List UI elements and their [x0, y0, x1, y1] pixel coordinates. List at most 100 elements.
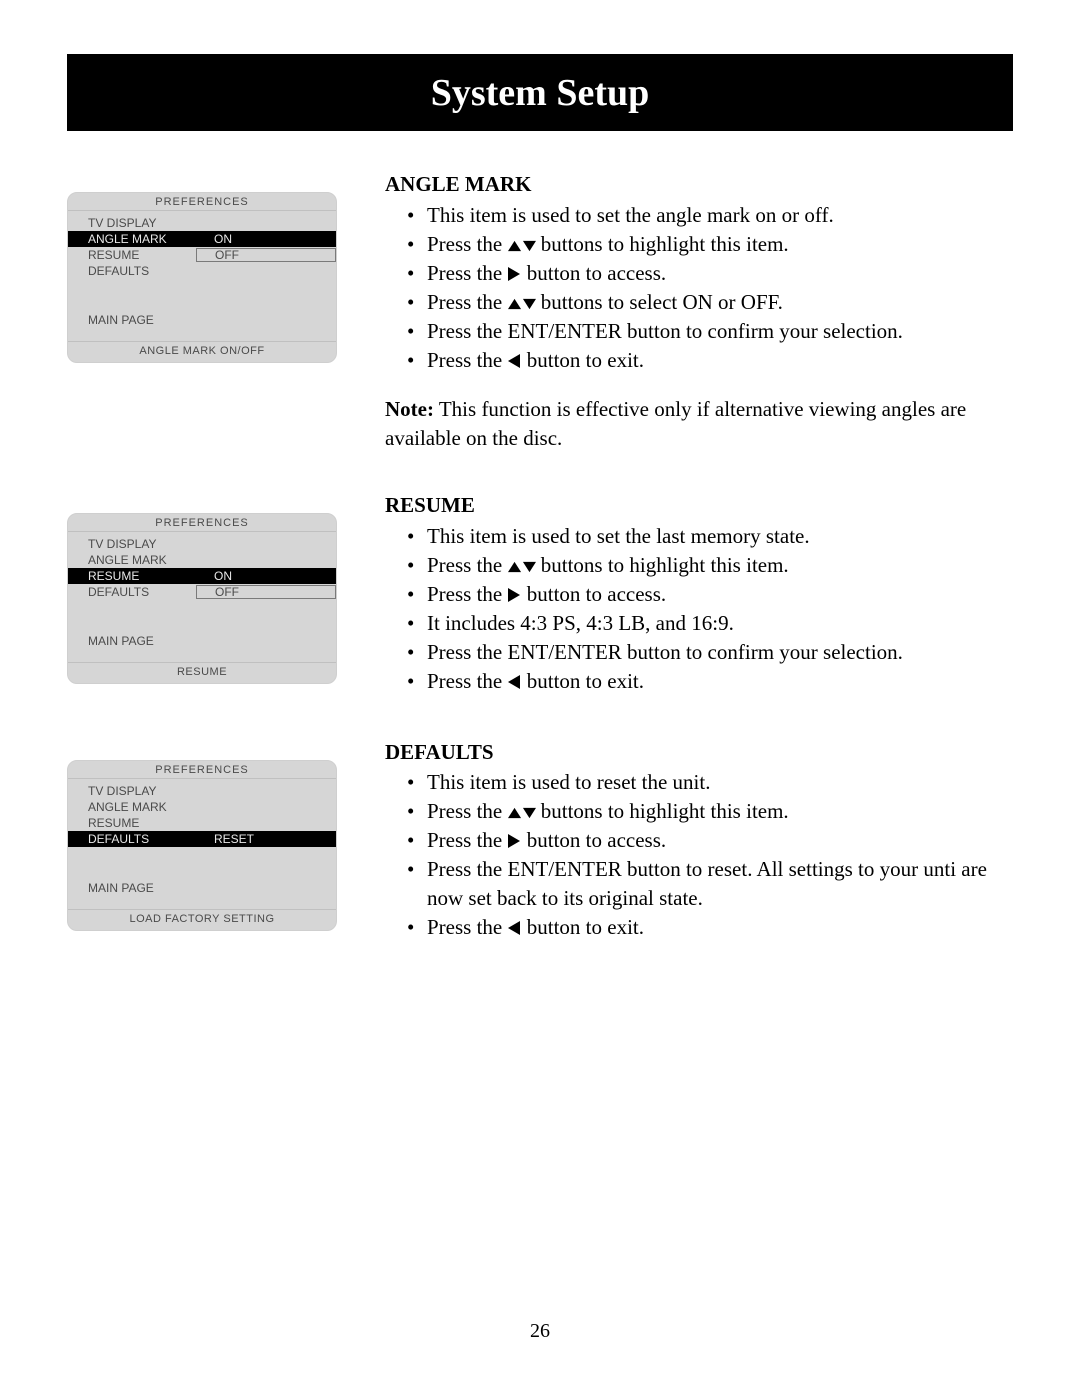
page-title: System Setup [431, 71, 650, 115]
bullet-item: Press the ENT/ENTER button to confirm yo… [407, 638, 1013, 667]
menu-item-value: OFF [196, 248, 336, 262]
note-label: Note: [385, 397, 434, 421]
bullet-item: Press the button to access. [407, 580, 1013, 609]
menu-footer: ANGLE MARK ON/OFF [68, 341, 336, 362]
menu-item-value [196, 815, 336, 831]
menu-item-value [196, 263, 336, 279]
heading-angle: ANGLE MARK [385, 170, 1013, 199]
bullet-item: Press the button to exit. [407, 667, 1013, 696]
bullets-resume: This item is used to set the last memory… [385, 522, 1013, 696]
menu-item: DEFAULTS [68, 263, 336, 279]
content-area: PREFERENCESTV DISPLAYANGLE MARKONRESUMEO… [67, 170, 1013, 980]
menu-angle: PREFERENCESTV DISPLAYANGLE MARKONRESUMEO… [67, 192, 337, 363]
right-icon [508, 828, 522, 852]
bullet-item: This item is used to set the last memory… [407, 522, 1013, 551]
menu-item-label: TV DISPLAY [68, 783, 196, 799]
bullet-item: It includes 4:3 PS, 4:3 LB, and 16:9. [407, 609, 1013, 638]
menu-item: TV DISPLAY [68, 215, 336, 231]
bullet-item: This item is used to reset the unit. [407, 768, 1013, 797]
updown-icon [508, 553, 536, 577]
updown-icon [508, 290, 536, 314]
menu-footer: RESUME [68, 662, 336, 683]
menu-body: TV DISPLAYANGLE MARKONRESUMEOFFDEFAULTS M… [68, 211, 336, 327]
menu-item: DEFAULTSRESET [68, 831, 336, 847]
bullet-item: This item is used to set the angle mark … [407, 201, 1013, 230]
menu-footer: LOAD FACTORY SETTING [68, 909, 336, 930]
section-angle-mark: PREFERENCESTV DISPLAYANGLE MARKONRESUMEO… [67, 170, 1013, 453]
right-icon [508, 582, 522, 606]
bullet-item: Press the button to access. [407, 259, 1013, 288]
bullet-item: Press the button to access. [407, 826, 1013, 855]
updown-icon [508, 799, 536, 823]
menu-item-label: ANGLE MARK [68, 231, 196, 247]
bullet-item: Press the ENT/ENTER button to reset. All… [407, 855, 1013, 913]
heading-resume: RESUME [385, 491, 1013, 520]
menu-item-label: TV DISPLAY [68, 215, 196, 231]
right-icon [508, 261, 522, 285]
bullet-item: Press the ENT/ENTER button to confirm yo… [407, 317, 1013, 346]
menu-item-value: ON [196, 231, 336, 247]
menu-item: RESUMEOFF [68, 247, 336, 263]
menu-item-value [196, 783, 336, 799]
menu-item: ANGLE MARK [68, 799, 336, 815]
bullet-item: Press the button to exit. [407, 346, 1013, 375]
menu-body: TV DISPLAYANGLE MARKRESUMEONDEFAULTSOFF M… [68, 532, 336, 648]
menu-defaults-col: PREFERENCESTV DISPLAYANGLE MARKRESUMEDEF… [67, 738, 367, 931]
note-angle: Note: This function is effective only if… [385, 395, 1013, 453]
menu-item-label: DEFAULTS [68, 263, 196, 279]
menu-header: PREFERENCES [68, 514, 336, 532]
title-bar: System Setup [67, 54, 1013, 131]
menu-item: RESUMEON [68, 568, 336, 584]
menu-item-value [196, 799, 336, 815]
bullet-item: Press the buttons to select ON or OFF. [407, 288, 1013, 317]
menu-item-value [196, 536, 336, 552]
section-resume: PREFERENCESTV DISPLAYANGLE MARKRESUMEOND… [67, 491, 1013, 696]
menu-item-label: DEFAULTS [68, 831, 196, 847]
menu-item: ANGLE MARK [68, 552, 336, 568]
menu-item-label: TV DISPLAY [68, 536, 196, 552]
bullets-angle: This item is used to set the angle mark … [385, 201, 1013, 375]
bullet-item: Press the button to exit. [407, 913, 1013, 942]
menu-item: ANGLE MARKON [68, 231, 336, 247]
menu-item-value [196, 552, 336, 568]
menu-header: PREFERENCES [68, 761, 336, 779]
menu-item-value: RESET [196, 831, 336, 847]
menu-item-value: OFF [196, 585, 336, 599]
bullet-item: Press the buttons to highlight this item… [407, 230, 1013, 259]
menu-item-label: RESUME [68, 815, 196, 831]
menu-item-label: RESUME [68, 247, 196, 263]
menu-item-value: ON [196, 568, 336, 584]
menu-item: DEFAULTSOFF [68, 584, 336, 600]
menu-item: RESUME [68, 815, 336, 831]
menu-item-value [196, 215, 336, 231]
bullet-item: Press the buttons to highlight this item… [407, 797, 1013, 826]
menu-resume: PREFERENCESTV DISPLAYANGLE MARKRESUMEOND… [67, 513, 337, 684]
heading-defaults: DEFAULTS [385, 738, 1013, 767]
menu-item: TV DISPLAY [68, 536, 336, 552]
left-icon [508, 915, 522, 939]
text-defaults: DEFAULTS This item is used to reset the … [367, 738, 1013, 943]
menu-mainpage: MAIN PAGE [68, 313, 336, 327]
menu-mainpage: MAIN PAGE [68, 881, 336, 895]
menu-resume-col: PREFERENCESTV DISPLAYANGLE MARKRESUMEOND… [67, 491, 367, 684]
menu-item-label: DEFAULTS [68, 584, 196, 600]
menu-mainpage: MAIN PAGE [68, 634, 336, 648]
menu-item: TV DISPLAY [68, 783, 336, 799]
left-icon [508, 669, 522, 693]
menu-item-label: ANGLE MARK [68, 799, 196, 815]
text-angle: ANGLE MARK This item is used to set the … [367, 170, 1013, 453]
left-icon [508, 348, 522, 372]
page-number: 26 [0, 1320, 1080, 1343]
bullet-item: Press the buttons to highlight this item… [407, 551, 1013, 580]
menu-header: PREFERENCES [68, 193, 336, 211]
section-defaults: PREFERENCESTV DISPLAYANGLE MARKRESUMEDEF… [67, 738, 1013, 943]
menu-angle-col: PREFERENCESTV DISPLAYANGLE MARKONRESUMEO… [67, 170, 367, 363]
menu-body: TV DISPLAYANGLE MARKRESUMEDEFAULTSRESET M… [68, 779, 336, 895]
text-resume: RESUME This item is used to set the last… [367, 491, 1013, 696]
menu-defaults: PREFERENCESTV DISPLAYANGLE MARKRESUMEDEF… [67, 760, 337, 931]
menu-item-label: ANGLE MARK [68, 552, 196, 568]
bullets-defaults: This item is used to reset the unit.Pres… [385, 768, 1013, 942]
note-text: This function is effective only if alter… [385, 397, 966, 450]
updown-icon [508, 232, 536, 256]
menu-item-label: RESUME [68, 568, 196, 584]
